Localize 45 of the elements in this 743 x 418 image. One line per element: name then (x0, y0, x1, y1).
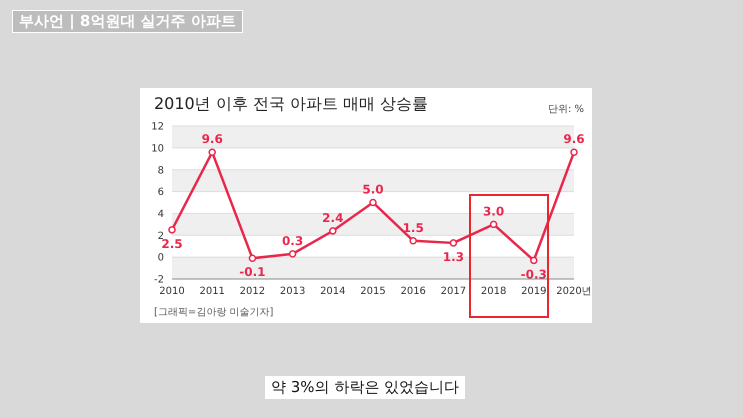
data-label: 9.6 (202, 132, 223, 146)
y-tick-label: 10 (151, 143, 164, 154)
y-tick-label: 8 (158, 165, 164, 176)
x-tick-label: 2013 (280, 286, 306, 298)
point (490, 220, 498, 228)
y-tick-label: 0 (158, 252, 164, 264)
x-tick-label: 2010 (159, 286, 185, 298)
y-tick-label: 4 (158, 208, 164, 220)
data-label: -0.1 (239, 265, 266, 280)
point (409, 237, 417, 244)
data-label: 9.6 (563, 132, 585, 146)
data-label: 2.5 (161, 236, 183, 251)
point (530, 256, 538, 264)
point (329, 227, 337, 235)
y-axis-title: 단위: % (548, 103, 584, 116)
point (208, 148, 216, 156)
point (168, 226, 176, 234)
y-tick-label: 6 (158, 187, 164, 198)
text: 약 3%의 하락은 있었습니다 (265, 376, 466, 399)
y-tick-label: -2 (154, 274, 164, 286)
text: [그래픽=김아랑 미술기자] (154, 306, 274, 319)
point (570, 148, 578, 156)
point (248, 254, 256, 262)
text: 부사언 | 8억원대 실거주 아파트 (12, 10, 243, 33)
data-label: -0.3 (520, 267, 547, 282)
point (450, 239, 458, 247)
x-tick-label: 2012 (240, 286, 266, 298)
chart-title: 2010년 이후 전국 아파트 매매 상승률 (154, 94, 428, 115)
data-label: 1.3 (442, 250, 464, 264)
x-tick-label: 2020년 (556, 286, 592, 298)
data-label: 0.3 (282, 234, 304, 248)
data-label: 5.0 (362, 182, 384, 196)
x-tick-label: 2015 (360, 286, 386, 298)
data-label: 3.0 (482, 204, 504, 218)
data-label: 1.5 (402, 220, 424, 235)
x-tick-label: 2014 (320, 286, 346, 298)
point (369, 198, 377, 206)
x-tick-label: 2011 (199, 286, 225, 298)
y-tick-label: 12 (151, 122, 164, 133)
x-tick-label: 2016 (400, 286, 426, 298)
x-tick-label: 2018 (480, 286, 506, 298)
point (288, 250, 296, 258)
x-tick-label: 2017 (440, 286, 466, 298)
x-tick-label: 2019 (521, 286, 547, 298)
data-label: 2.4 (322, 210, 344, 225)
